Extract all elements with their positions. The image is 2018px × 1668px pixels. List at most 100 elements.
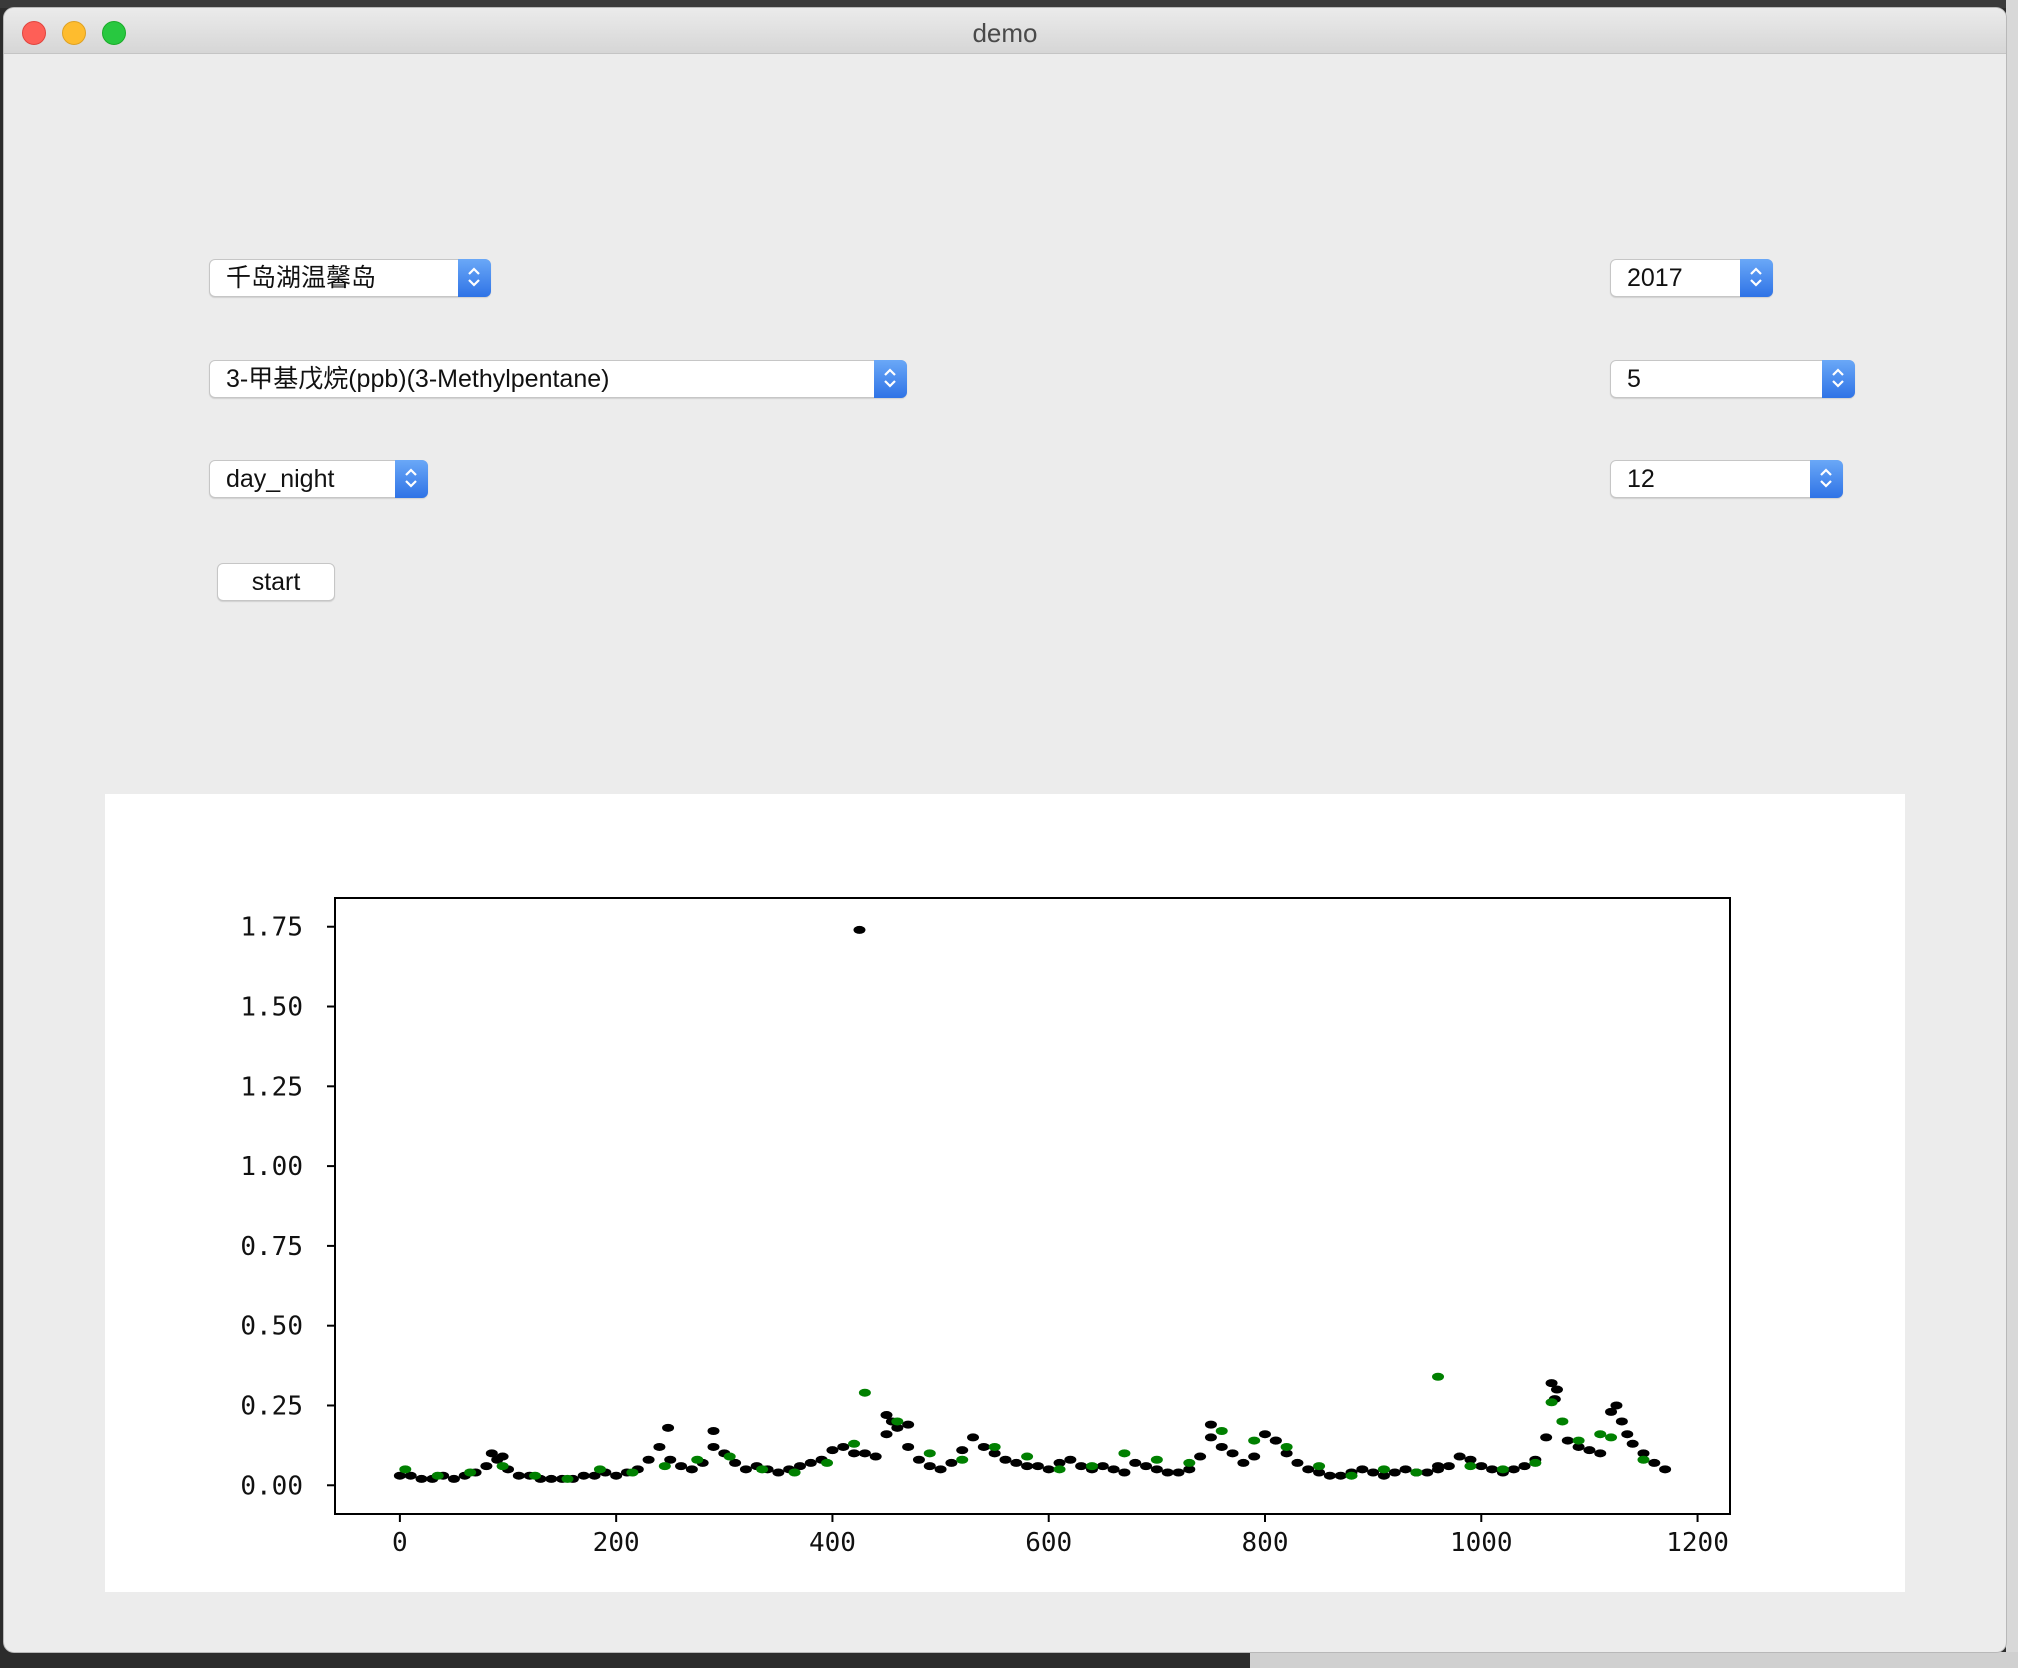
title-bar[interactable]: demo: [4, 8, 2006, 54]
data-point-black: [1399, 1465, 1412, 1474]
year-select[interactable]: 2017: [1610, 259, 1773, 297]
y-tick-label: 0.00: [240, 1471, 303, 1501]
mode-select[interactable]: day_night: [209, 460, 428, 498]
data-point-green: [1572, 1436, 1585, 1445]
month-select-value: 5: [1627, 365, 1641, 393]
data-point-black: [485, 1449, 498, 1458]
year-select-value: 2017: [1627, 264, 1683, 292]
x-tick-label: 0: [392, 1528, 408, 1558]
data-point-black: [967, 1433, 980, 1442]
data-point-green: [1377, 1465, 1390, 1474]
data-point-black: [1356, 1465, 1369, 1474]
data-point-black: [662, 1423, 675, 1432]
day-select[interactable]: 12: [1610, 460, 1843, 498]
data-point-black: [1042, 1465, 1055, 1474]
data-point-black: [664, 1455, 677, 1464]
data-point-black: [988, 1449, 1001, 1458]
data-point-black: [447, 1474, 460, 1483]
data-point-black: [1291, 1458, 1304, 1467]
data-point-black: [1075, 1462, 1088, 1471]
data-point-black: [772, 1468, 785, 1477]
month-select[interactable]: 5: [1610, 360, 1855, 398]
data-point-green: [1183, 1458, 1196, 1467]
chevron-up-down-icon[interactable]: [395, 460, 428, 498]
data-point-green: [1556, 1417, 1569, 1426]
data-point-black: [1096, 1462, 1109, 1471]
data-point-black: [902, 1420, 915, 1429]
data-point-black: [675, 1462, 688, 1471]
data-point-black: [404, 1471, 417, 1480]
data-point-black: [1421, 1468, 1434, 1477]
data-point-black: [999, 1455, 1012, 1464]
data-point-black: [642, 1455, 655, 1464]
data-point-black: [729, 1458, 742, 1467]
plot-panel: 0 200 400 600 800 1000 1200 0.00 0.25 0.50 0.75 1.0…: [105, 794, 1905, 1592]
data-point-green: [858, 1388, 871, 1397]
desktop-background-right: [2006, 0, 2018, 1668]
data-point-green: [626, 1468, 639, 1477]
data-point-black: [1648, 1458, 1661, 1467]
data-point-green: [756, 1465, 769, 1474]
y-tick-label: 0.75: [240, 1232, 303, 1262]
data-point-black: [1140, 1462, 1153, 1471]
compound-select-value: 3-甲基戊烷(ppb)(3-Methylpentane): [226, 365, 610, 393]
y-tick-label: 0.25: [240, 1391, 303, 1421]
data-point-green: [658, 1462, 671, 1471]
start-button[interactable]: start: [217, 563, 335, 601]
zoom-window-button[interactable]: [102, 21, 126, 45]
data-point-green: [788, 1468, 801, 1477]
data-point-black: [1626, 1439, 1639, 1448]
data-point-green: [1410, 1468, 1423, 1477]
site-select[interactable]: 千岛湖温馨岛: [209, 259, 491, 297]
data-point-black: [1442, 1462, 1455, 1471]
data-point-black: [869, 1452, 882, 1461]
data-point-black: [1248, 1452, 1261, 1461]
data-point-black: [794, 1462, 806, 1471]
data-point-black: [902, 1442, 915, 1451]
data-point-black: [1610, 1401, 1623, 1410]
data-point-black: [707, 1442, 720, 1451]
data-point-green: [496, 1462, 509, 1471]
data-point-black: [1545, 1379, 1558, 1388]
data-point-green: [1496, 1465, 1509, 1474]
data-point-black: [1183, 1465, 1196, 1474]
data-point-green: [464, 1468, 477, 1477]
data-point-black: [1053, 1458, 1066, 1467]
minimize-window-button[interactable]: [62, 21, 86, 45]
data-point-black: [934, 1465, 947, 1474]
data-point-green: [1280, 1442, 1293, 1451]
chevron-up-down-icon[interactable]: [874, 360, 907, 398]
data-point-black: [1377, 1471, 1390, 1480]
chevron-up-down-icon[interactable]: [1822, 360, 1855, 398]
y-tick-label: 1.25: [240, 1072, 303, 1102]
data-point-green: [1464, 1462, 1477, 1471]
data-point-black: [1561, 1436, 1574, 1445]
compound-select[interactable]: 3-甲基戊烷(ppb)(3-Methylpentane): [209, 360, 907, 398]
data-point-black: [804, 1458, 817, 1467]
y-tick-label: 1.00: [240, 1152, 303, 1182]
data-point-black: [685, 1465, 698, 1474]
chevron-up-down-icon[interactable]: [1810, 460, 1843, 498]
data-point-black: [923, 1462, 936, 1471]
mode-select-value: day_night: [226, 465, 335, 493]
data-point-green: [1150, 1455, 1163, 1464]
data-point-green: [988, 1442, 1001, 1451]
data-point-black: [880, 1430, 893, 1439]
data-point-green: [923, 1449, 936, 1458]
data-point-black: [1621, 1430, 1634, 1439]
close-window-button[interactable]: [22, 21, 46, 45]
data-point-black: [577, 1471, 590, 1480]
data-point-black: [1150, 1465, 1163, 1474]
data-point-black: [1540, 1433, 1553, 1442]
chevron-up-down-icon[interactable]: [1740, 259, 1773, 297]
app-window: demo 千岛湖温馨岛 3-甲基戊烷(ppb)(3-Methylpentane)…: [4, 8, 2006, 1652]
data-point-green: [431, 1471, 444, 1480]
day-select-value: 12: [1627, 465, 1655, 493]
data-point-green: [1637, 1455, 1650, 1464]
data-point-black: [496, 1452, 509, 1461]
chevron-up-down-icon[interactable]: [458, 259, 491, 297]
data-point-black: [826, 1446, 839, 1455]
data-point-black: [1659, 1465, 1672, 1474]
y-tick-label: 0.50: [240, 1312, 303, 1342]
data-point-green: [1313, 1462, 1326, 1471]
